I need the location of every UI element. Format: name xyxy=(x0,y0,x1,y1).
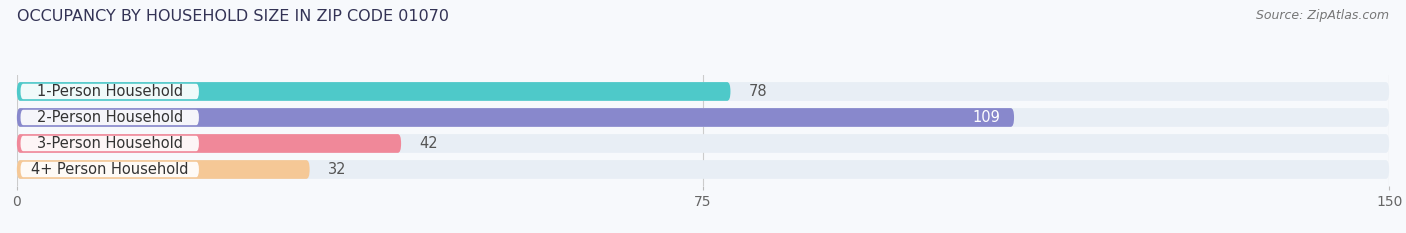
FancyBboxPatch shape xyxy=(17,134,401,153)
Text: 42: 42 xyxy=(419,136,439,151)
FancyBboxPatch shape xyxy=(17,82,1389,101)
FancyBboxPatch shape xyxy=(17,108,1389,127)
FancyBboxPatch shape xyxy=(17,160,309,179)
Text: OCCUPANCY BY HOUSEHOLD SIZE IN ZIP CODE 01070: OCCUPANCY BY HOUSEHOLD SIZE IN ZIP CODE … xyxy=(17,9,449,24)
FancyBboxPatch shape xyxy=(17,160,1389,179)
FancyBboxPatch shape xyxy=(21,136,198,151)
FancyBboxPatch shape xyxy=(21,84,198,99)
Text: 1-Person Household: 1-Person Household xyxy=(37,84,183,99)
FancyBboxPatch shape xyxy=(17,82,731,101)
Text: 32: 32 xyxy=(328,162,346,177)
Text: 78: 78 xyxy=(749,84,768,99)
FancyBboxPatch shape xyxy=(17,108,1014,127)
Text: 4+ Person Household: 4+ Person Household xyxy=(31,162,188,177)
FancyBboxPatch shape xyxy=(17,134,1389,153)
Text: 2-Person Household: 2-Person Household xyxy=(37,110,183,125)
FancyBboxPatch shape xyxy=(21,110,198,125)
Text: Source: ZipAtlas.com: Source: ZipAtlas.com xyxy=(1256,9,1389,22)
Text: 109: 109 xyxy=(973,110,1000,125)
FancyBboxPatch shape xyxy=(21,162,198,177)
Text: 3-Person Household: 3-Person Household xyxy=(37,136,183,151)
